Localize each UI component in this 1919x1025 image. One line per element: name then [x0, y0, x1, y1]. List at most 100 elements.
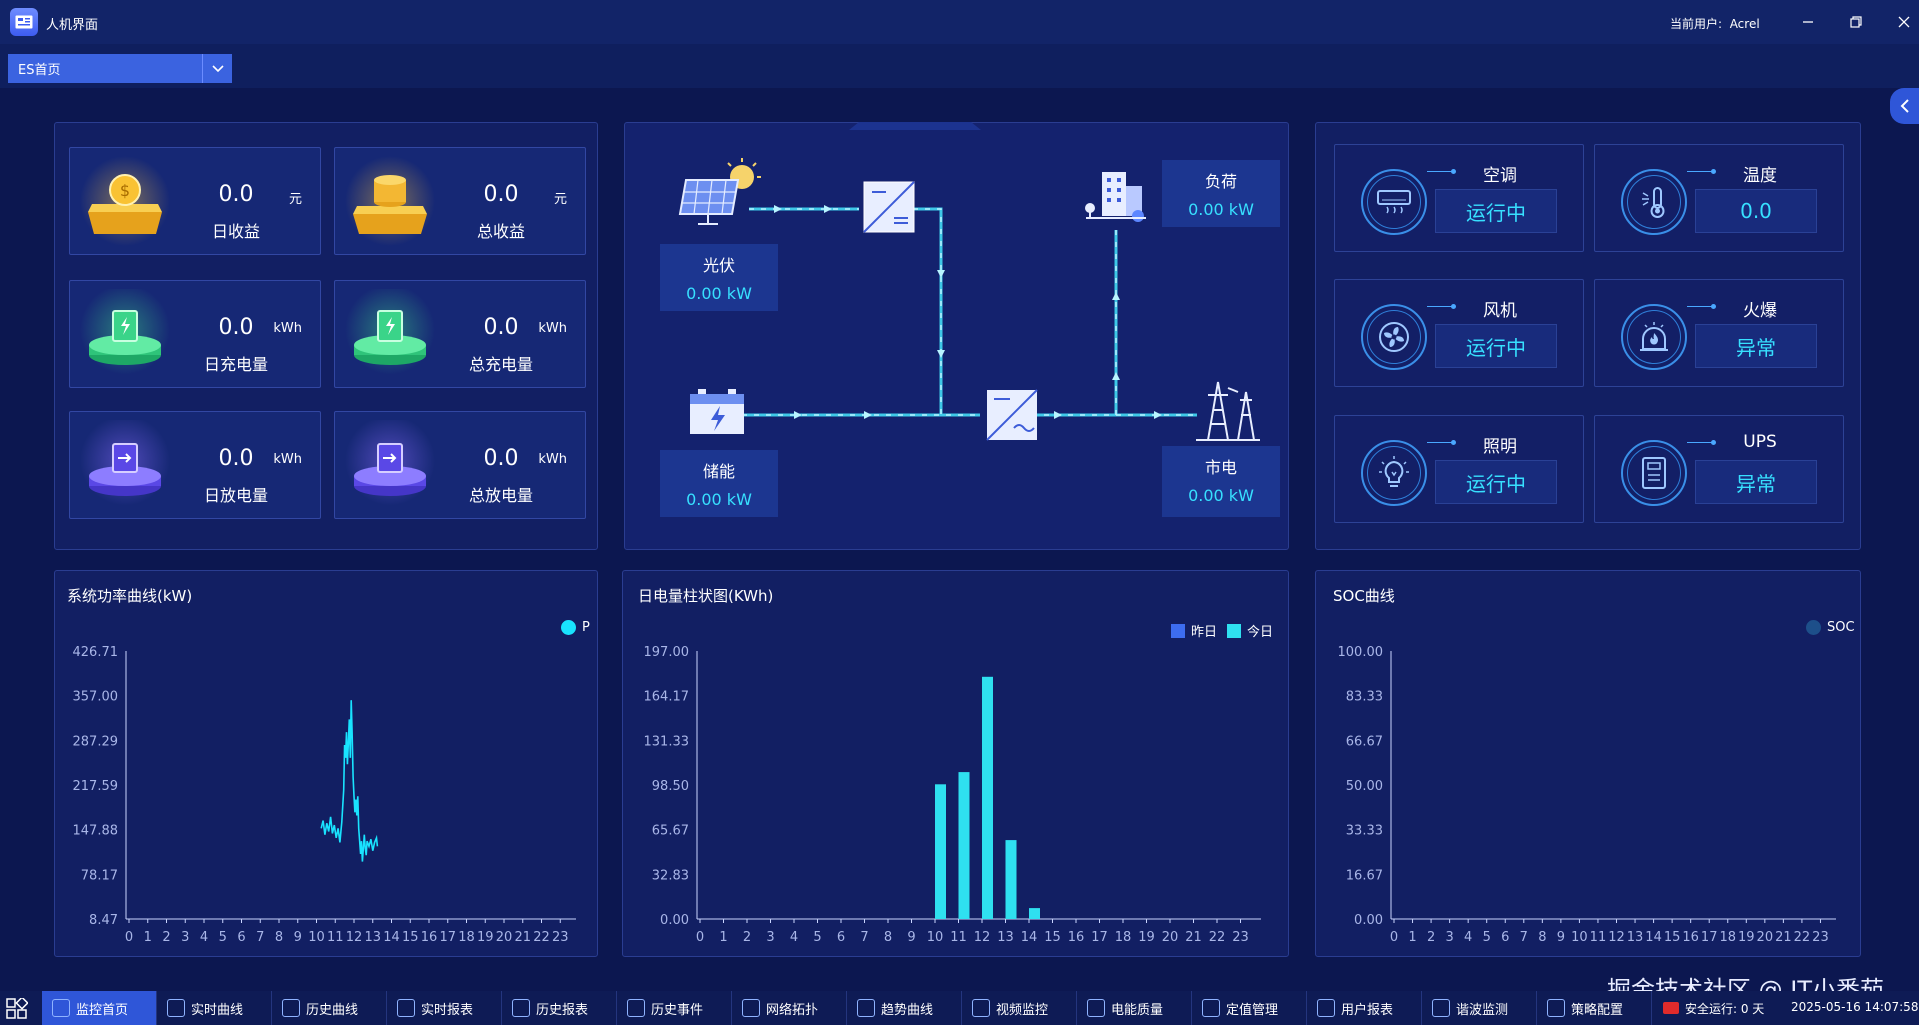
taskbar-item-label: 网络拓扑: [766, 1002, 819, 1018]
device-status: 运行中: [1435, 460, 1557, 504]
energy-chart-title: 日电量柱状图(KWh): [638, 587, 774, 605]
stat-card-daily-charge: 0.0 kWh 日充电量: [69, 280, 321, 388]
device-card-temperature: 温度 0.0: [1594, 144, 1844, 252]
stat-label: 日充电量: [203, 355, 268, 374]
taskbar-item[interactable]: 用户报表: [1307, 991, 1422, 1025]
load-box: 负荷 0.00 kW: [1162, 160, 1280, 227]
taskbar-item[interactable]: 网络拓扑: [732, 991, 847, 1025]
legend-label-yesterday: 昨日: [1191, 625, 1218, 640]
taskbar-item[interactable]: 历史事件: [617, 991, 732, 1025]
power-chart-legend: P: [561, 620, 590, 635]
taskbar-item-label: 历史报表: [536, 1002, 589, 1018]
current-user: 当前用户: Acrel: [1670, 15, 1760, 32]
taskbar-item[interactable]: 实时报表: [387, 991, 502, 1025]
power-tower-icon: [1196, 381, 1260, 441]
safety-status: 安全运行: 0 天: [1663, 991, 1764, 1025]
harmonic-monitor-icon: [1432, 999, 1450, 1017]
device-name: UPS: [1743, 432, 1777, 452]
taskbar: [0, 991, 1919, 1025]
chevron-down-icon[interactable]: [202, 54, 232, 83]
storage-box: 储能 0.00 kW: [660, 450, 778, 517]
pv-box: 光伏 0.00 kW: [660, 244, 778, 311]
coin-stack-icon: [345, 156, 435, 246]
page-select[interactable]: ES首页: [8, 54, 232, 83]
stat-value: 0.0: [483, 182, 519, 207]
device-card-lighting: 照明 运行中: [1334, 415, 1584, 523]
taskbar-item[interactable]: 趋势曲线: [847, 991, 962, 1025]
device-name: 火爆: [1743, 301, 1777, 321]
stat-unit: 元: [553, 192, 567, 207]
stat-label: 日放电量: [203, 486, 268, 505]
stat-card-total-discharge: 0.0 kWh 总放电量: [334, 411, 586, 519]
discharge-battery-icon: [345, 420, 435, 510]
taskbar-item[interactable]: 谐波监测: [1422, 991, 1537, 1025]
grid-name: 市电: [1204, 458, 1237, 477]
energy-flow-diagram: [678, 122, 1260, 441]
legend-swatch: [1227, 623, 1242, 638]
stat-unit: kWh: [538, 452, 567, 467]
device-status: 运行中: [1435, 189, 1557, 233]
discharge-battery-icon: [80, 420, 170, 510]
device-name: 照明: [1483, 437, 1517, 457]
power-quality-icon: [1087, 999, 1105, 1017]
taskbar-item-label: 视频监控: [996, 1002, 1049, 1018]
device-card-ups: UPS 异常: [1594, 415, 1844, 523]
device-name: 温度: [1743, 166, 1777, 186]
stat-card-total-charge: 0.0 kWh 总充电量: [334, 280, 586, 388]
stat-value: 0.0: [483, 446, 519, 471]
network-topology-icon: [742, 999, 760, 1017]
taskbar-item[interactable]: 监控首页: [42, 991, 157, 1025]
close-button[interactable]: [1890, 8, 1918, 36]
stat-card-daily-income: $ 0.0 元 日收益: [69, 147, 321, 255]
grid-value: 0.00 kW: [1188, 486, 1254, 505]
taskbar-item[interactable]: 电能质量: [1077, 991, 1192, 1025]
taskbar-item[interactable]: 定值管理: [1192, 991, 1307, 1025]
minimize-button[interactable]: [1794, 8, 1822, 36]
taskbar-item[interactable]: 策略配置: [1537, 991, 1652, 1025]
video-monitor-icon: [972, 999, 990, 1017]
current-user-name: Acrel: [1729, 17, 1760, 31]
stat-label: 日收益: [211, 222, 260, 241]
taskbar-item-label: 定值管理: [1226, 1002, 1279, 1018]
stat-value: 0.0: [218, 315, 254, 340]
restore-button[interactable]: [1842, 8, 1870, 36]
legend-dot: [1806, 620, 1821, 635]
fan-icon: [1361, 304, 1427, 370]
device-name: 空调: [1483, 166, 1517, 186]
taskbar-item-label: 历史曲线: [306, 1002, 359, 1018]
inverter-icon: [863, 181, 915, 233]
taskbar-item[interactable]: 历史报表: [502, 991, 617, 1025]
pv-value: 0.00 kW: [686, 284, 752, 303]
taskbar-item[interactable]: 实时曲线: [157, 991, 272, 1025]
taskbar-item-label: 历史事件: [651, 1002, 704, 1018]
setting-manage-icon: [1202, 999, 1220, 1017]
device-status: 0.0: [1695, 189, 1817, 233]
clock: 2025-05-16 14:07:58: [1791, 1000, 1919, 1014]
stat-unit: 元: [288, 192, 302, 207]
taskbar-item[interactable]: 视频监控: [962, 991, 1077, 1025]
legend-dot: [561, 620, 576, 635]
history-curve-icon: [282, 999, 300, 1017]
stat-value: 0.0: [218, 182, 254, 207]
stat-value: 0.0: [218, 446, 254, 471]
start-menu-icon[interactable]: [6, 996, 29, 1024]
stat-value: 0.0: [483, 315, 519, 340]
pv-name: 光伏: [702, 256, 735, 275]
legend-swatch: [1171, 623, 1185, 638]
safety-text: 安全运行: 0 天: [1685, 1001, 1765, 1016]
taskbar-item-label: 谐波监测: [1456, 1002, 1509, 1018]
page-select-value: ES首页: [18, 63, 61, 78]
user-report-icon: [1317, 999, 1335, 1017]
legend-label-today: 今日: [1247, 625, 1274, 640]
storage-name: 储能: [702, 462, 735, 481]
app-title: 人机界面: [46, 18, 99, 33]
taskbar-item[interactable]: 历史曲线: [272, 991, 387, 1025]
title-bar: [0, 0, 1919, 44]
light-bulb-icon: [1361, 440, 1427, 506]
collapse-button[interactable]: [1890, 88, 1919, 124]
device-card-fire-alarm: 火爆 异常: [1594, 279, 1844, 387]
stat-label: 总充电量: [468, 355, 533, 374]
history-event-icon: [627, 999, 645, 1017]
device-status: 运行中: [1435, 324, 1557, 368]
history-report-icon: [512, 999, 530, 1017]
